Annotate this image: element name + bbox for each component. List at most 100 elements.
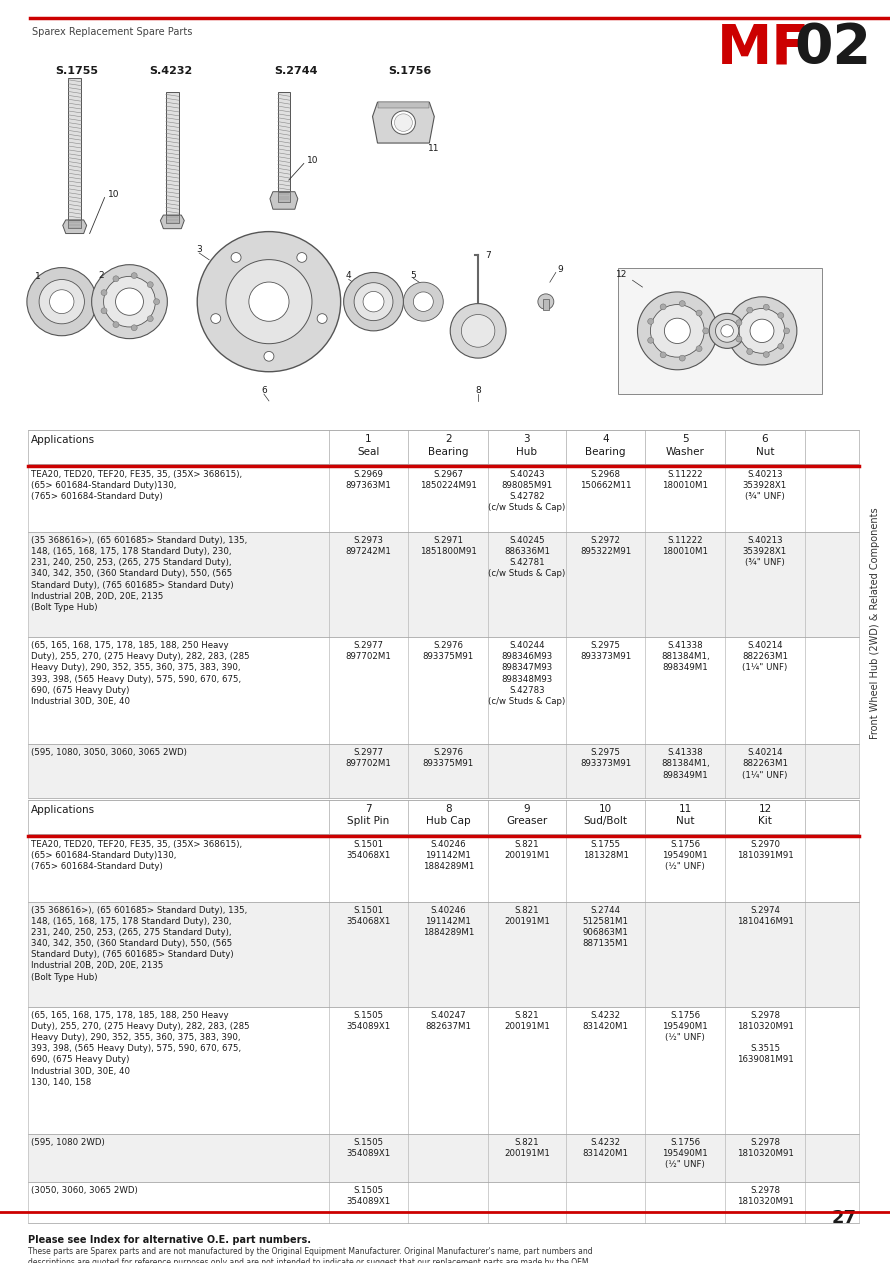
Text: S.1505
354089X1: S.1505 354089X1 (346, 1138, 390, 1158)
Text: S.2975
893373M91: S.2975 893373M91 (580, 642, 631, 662)
Text: S.40245
886336M1
S.42781
(c/w Studs & Cap): S.40245 886336M1 S.42781 (c/w Studs & Ca… (488, 537, 565, 578)
Circle shape (131, 273, 138, 279)
Text: Split Pin: Split Pin (347, 816, 389, 826)
Circle shape (664, 318, 690, 344)
Circle shape (778, 312, 784, 318)
Circle shape (413, 292, 433, 312)
Text: S.1505
354089X1: S.1505 354089X1 (346, 1012, 390, 1031)
Circle shape (650, 304, 705, 357)
Text: 12: 12 (758, 803, 772, 813)
Bar (618, 268, 822, 394)
Text: 12: 12 (615, 269, 627, 279)
Circle shape (49, 289, 74, 313)
Text: 8: 8 (475, 386, 481, 395)
Text: 6: 6 (261, 386, 267, 395)
Text: S.4232: S.4232 (149, 66, 193, 76)
Bar (28, 836, 859, 902)
Text: 7: 7 (485, 251, 491, 260)
Polygon shape (270, 192, 298, 210)
Circle shape (660, 352, 666, 357)
Text: S.2968
150662M11: S.2968 150662M11 (580, 470, 631, 490)
Circle shape (249, 282, 289, 321)
Text: (35 368616>), (65 601685> Standard Duty), 135,
148, (165, 168, 175, 178 Standard: (35 368616>), (65 601685> Standard Duty)… (31, 906, 247, 981)
Polygon shape (372, 102, 434, 143)
Circle shape (450, 303, 506, 359)
Text: 4: 4 (346, 272, 352, 280)
Text: 5: 5 (411, 270, 416, 279)
Bar (28, 1134, 859, 1182)
Circle shape (638, 292, 717, 370)
Text: Applications: Applications (31, 805, 95, 815)
Circle shape (696, 346, 702, 351)
Text: Bearing: Bearing (586, 447, 626, 457)
Text: 6: 6 (762, 434, 768, 445)
Circle shape (115, 288, 144, 316)
Circle shape (739, 308, 785, 354)
Circle shape (462, 314, 495, 347)
Text: 3: 3 (196, 245, 202, 254)
Text: 10: 10 (107, 189, 119, 198)
Text: 9: 9 (523, 803, 530, 813)
Text: S.2744
512581M1
906863M1
887135M1: S.2744 512581M1 906863M1 887135M1 (582, 906, 629, 949)
Bar (28, 1007, 859, 1134)
Circle shape (154, 299, 160, 304)
Text: S.2974
1810416M91: S.2974 1810416M91 (737, 906, 793, 926)
Text: Nut: Nut (755, 447, 774, 457)
Text: Sud/Bolt: Sud/Bolt (584, 816, 628, 826)
Text: 11: 11 (429, 144, 440, 153)
Text: S.2967
1850224M91: S.2967 1850224M91 (420, 470, 477, 490)
Bar (278, 192, 290, 202)
Text: S.2975
893373M91: S.2975 893373M91 (580, 748, 631, 768)
Circle shape (395, 114, 413, 131)
Text: S.4232
831420M1: S.4232 831420M1 (582, 1012, 629, 1031)
Text: S.40214
882263M1
(1¼" UNF): S.40214 882263M1 (1¼" UNF) (742, 642, 788, 672)
Text: Seal: Seal (357, 447, 380, 457)
Text: S.821
200191M1: S.821 200191M1 (504, 1138, 550, 1158)
Text: 02: 02 (795, 21, 872, 76)
Text: Hub: Hub (516, 447, 538, 457)
Text: (65, 165, 168, 175, 178, 185, 188, 250 Heavy
Duty), 255, 270, (275 Heavy Duty), : (65, 165, 168, 175, 178, 185, 188, 250 H… (31, 642, 249, 706)
Circle shape (131, 325, 138, 331)
Text: S.1756: S.1756 (388, 66, 431, 76)
Text: S.2970
1810391M91: S.2970 1810391M91 (737, 840, 793, 860)
Text: Sparex Replacement Spare Parts: Sparex Replacement Spare Parts (32, 28, 192, 37)
Circle shape (647, 318, 654, 325)
Circle shape (344, 273, 404, 331)
Text: S.40246
191142M1
1884289M1: S.40246 191142M1 1884289M1 (422, 906, 474, 937)
Circle shape (404, 282, 443, 321)
Circle shape (660, 304, 666, 309)
Text: S.2976
893375M91: S.2976 893375M91 (422, 748, 474, 768)
Bar (166, 92, 179, 215)
Bar (28, 744, 859, 798)
Text: Please see Index for alternative O.E. part numbers.: Please see Index for alternative O.E. pa… (28, 1235, 311, 1245)
Bar (28, 902, 859, 1007)
Text: 11: 11 (679, 803, 692, 813)
Circle shape (113, 322, 119, 327)
Text: Applications: Applications (31, 434, 95, 445)
Circle shape (363, 292, 384, 312)
Circle shape (538, 294, 554, 309)
Circle shape (747, 307, 753, 313)
Text: S.40243
898085M91
S.42782
(c/w Studs & Cap): S.40243 898085M91 S.42782 (c/w Studs & C… (488, 470, 565, 513)
Text: S.2973
897242M1: S.2973 897242M1 (346, 537, 391, 556)
Text: Greaser: Greaser (506, 816, 547, 826)
Circle shape (778, 344, 784, 349)
Text: 7: 7 (365, 803, 371, 813)
Text: S.2978
1810320M91: S.2978 1810320M91 (737, 1186, 793, 1206)
Circle shape (715, 320, 739, 342)
Circle shape (101, 289, 107, 296)
Circle shape (147, 316, 154, 322)
Bar (278, 92, 290, 192)
Text: S.40213
353928X1
(¾" UNF): S.40213 353928X1 (¾" UNF) (743, 470, 787, 501)
Text: These parts are Sparex parts and are not manufactured by the Original Equipment : These parts are Sparex parts and are not… (28, 1247, 593, 1263)
Text: MF: MF (717, 21, 811, 76)
Circle shape (680, 355, 685, 361)
Text: S.2977
897702M1: S.2977 897702M1 (346, 642, 391, 662)
Text: S.1505
354089X1: S.1505 354089X1 (346, 1186, 390, 1206)
Bar (378, 102, 430, 109)
Text: S.40213
353928X1
(¾" UNF): S.40213 353928X1 (¾" UNF) (743, 537, 787, 567)
Text: S.40246
191142M1
1884289M1: S.40246 191142M1 1884289M1 (422, 840, 474, 871)
Circle shape (391, 111, 415, 134)
Text: S.1756
195490M1
(½" UNF): S.1756 195490M1 (½" UNF) (663, 840, 708, 871)
Text: S.40247
882637M1: S.40247 882637M1 (425, 1012, 472, 1031)
